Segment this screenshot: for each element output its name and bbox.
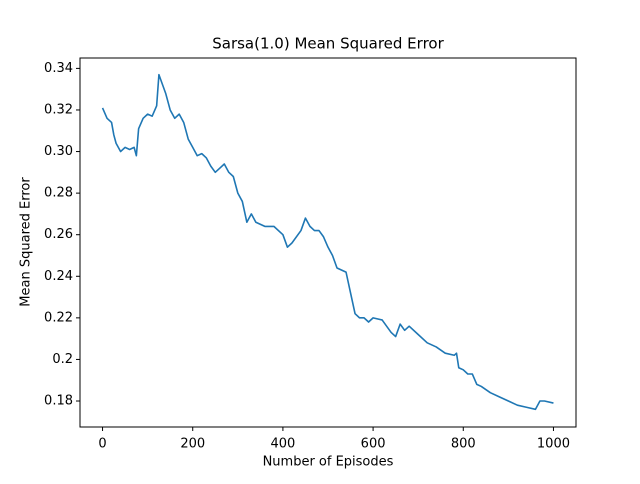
x-tick-label: 1000 (537, 437, 570, 452)
line (101, 73, 554, 411)
y-tick-label: 0.22 (44, 310, 73, 325)
x-tick-label: 600 (361, 437, 386, 452)
chart-title: Sarsa(1.0) Mean Squared Error (212, 35, 444, 53)
y-tick-label: 0.2 (52, 352, 73, 367)
y-tick-label: 0.26 (44, 227, 73, 242)
y-tick-label: 0.32 (44, 102, 73, 117)
x-tick-label: 0 (98, 437, 106, 452)
y-tick-label: 0.34 (44, 61, 73, 76)
x-axis-label: Number of Episodes (263, 455, 394, 470)
y-axis-label: Mean Squared Error (19, 177, 34, 307)
y-tick-label: 0.28 (44, 186, 73, 201)
x-tick-label: 800 (451, 437, 476, 452)
x-tick-label: 200 (180, 437, 205, 452)
y-tick-label: 0.30 (44, 144, 73, 159)
y-tick-label: 0.18 (44, 394, 73, 409)
x-tick-label: 400 (270, 437, 295, 452)
y-tick-label: 0.24 (44, 269, 73, 284)
plot-frame (79, 57, 577, 428)
